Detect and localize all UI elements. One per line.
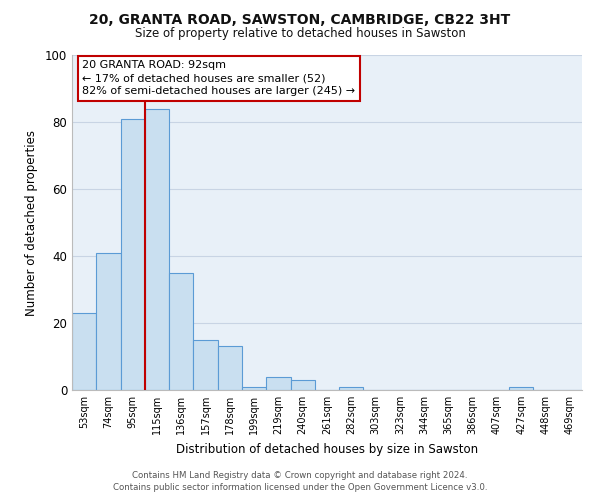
Bar: [509, 386, 533, 390]
Bar: [145, 108, 169, 390]
Bar: [218, 346, 242, 390]
Text: Size of property relative to detached houses in Sawston: Size of property relative to detached ho…: [134, 28, 466, 40]
Text: Contains HM Land Registry data © Crown copyright and database right 2024.
Contai: Contains HM Land Registry data © Crown c…: [113, 471, 487, 492]
Bar: [169, 273, 193, 390]
Bar: [339, 386, 364, 390]
Bar: [266, 376, 290, 390]
Text: 20 GRANTA ROAD: 92sqm
← 17% of detached houses are smaller (52)
82% of semi-deta: 20 GRANTA ROAD: 92sqm ← 17% of detached …: [82, 60, 355, 96]
X-axis label: Distribution of detached houses by size in Sawston: Distribution of detached houses by size …: [176, 442, 478, 456]
Text: 20, GRANTA ROAD, SAWSTON, CAMBRIDGE, CB22 3HT: 20, GRANTA ROAD, SAWSTON, CAMBRIDGE, CB2…: [89, 12, 511, 26]
Bar: [121, 118, 145, 390]
Bar: [242, 386, 266, 390]
Bar: [290, 380, 315, 390]
Bar: [96, 252, 121, 390]
Bar: [193, 340, 218, 390]
Bar: [72, 313, 96, 390]
Y-axis label: Number of detached properties: Number of detached properties: [25, 130, 38, 316]
